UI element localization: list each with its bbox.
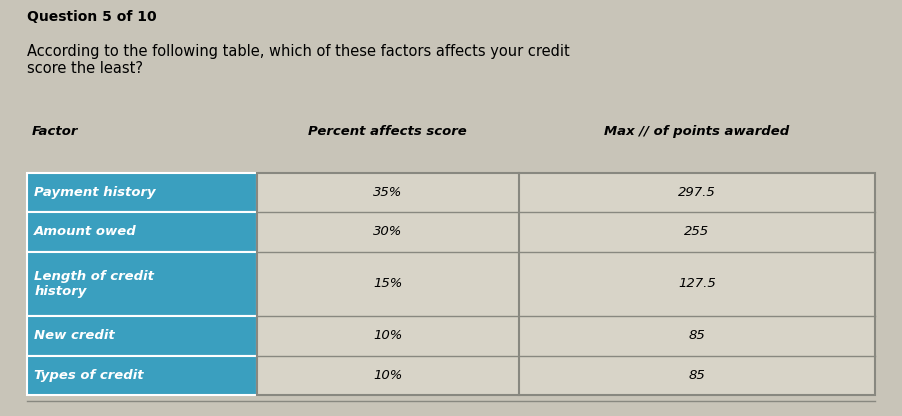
Bar [257, 356, 519, 395]
Text: Factor: Factor [32, 125, 78, 138]
Bar [519, 212, 875, 252]
Text: 297.5: 297.5 [678, 186, 715, 199]
Text: 85: 85 [688, 329, 705, 342]
Bar [27, 212, 257, 252]
Bar [257, 212, 519, 252]
Text: New credit: New credit [34, 329, 115, 342]
Text: Payment history: Payment history [34, 186, 156, 199]
Bar [519, 356, 875, 395]
Text: 255: 255 [685, 225, 709, 238]
Bar [519, 173, 875, 212]
Text: Types of credit: Types of credit [34, 369, 144, 382]
Bar [27, 173, 257, 212]
Text: 30%: 30% [373, 225, 402, 238]
Bar [257, 173, 519, 212]
Text: 10%: 10% [373, 369, 402, 382]
Bar [257, 252, 519, 316]
Bar [27, 356, 257, 395]
Text: 127.5: 127.5 [678, 277, 715, 290]
Bar [27, 252, 257, 316]
Text: Question 5 of 10: Question 5 of 10 [27, 10, 157, 25]
Text: 10%: 10% [373, 329, 402, 342]
Bar [257, 173, 875, 395]
Text: Percent affects score: Percent affects score [308, 125, 467, 138]
Text: According to the following table, which of these factors affects your credit
sco: According to the following table, which … [27, 44, 570, 76]
Text: 85: 85 [688, 369, 705, 382]
Bar [257, 316, 519, 356]
Text: 15%: 15% [373, 277, 402, 290]
Bar [519, 252, 875, 316]
Text: Max // of points awarded: Max // of points awarded [604, 125, 789, 138]
Bar [27, 316, 257, 356]
Bar [519, 316, 875, 356]
Text: Amount owed: Amount owed [34, 225, 137, 238]
Text: 35%: 35% [373, 186, 402, 199]
Text: Length of credit
history: Length of credit history [34, 270, 154, 298]
